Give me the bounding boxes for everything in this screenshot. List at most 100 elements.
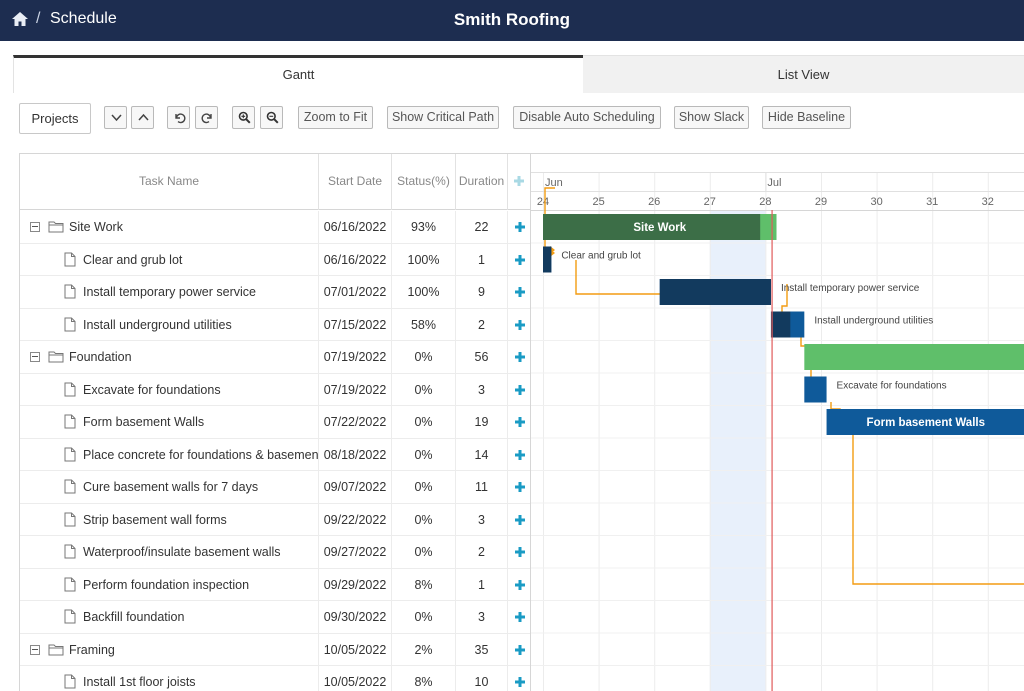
start-date-cell[interactable]: 07/19/2022 <box>319 341 392 373</box>
duration-cell[interactable]: 3 <box>456 601 508 633</box>
start-date-cell[interactable]: 06/16/2022 <box>319 211 392 243</box>
show-slack-button[interactable]: Show Slack <box>674 106 749 129</box>
start-date-cell[interactable]: 06/16/2022 <box>319 243 392 276</box>
start-date-cell[interactable]: 09/30/2022 <box>319 601 392 633</box>
task-name-cell[interactable]: Install underground utilities <box>20 308 319 341</box>
start-date-cell[interactable]: 07/15/2022 <box>319 308 392 341</box>
collapse-toggle[interactable] <box>30 644 40 655</box>
task-name-cell[interactable]: Clear and grub lot <box>20 243 319 276</box>
task-row[interactable]: Waterproof/insulate basement walls 09/27/… <box>20 536 531 569</box>
task-row[interactable]: Excavate for foundations 07/19/2022 0% 3 <box>20 373 531 406</box>
task-name-cell[interactable]: Place concrete for foundations & basemen… <box>20 438 319 471</box>
status-cell[interactable]: 58% <box>392 308 456 341</box>
start-date-cell[interactable]: 09/29/2022 <box>319 568 392 601</box>
duration-cell[interactable]: 22 <box>456 211 508 243</box>
task-name-cell[interactable]: Waterproof/insulate basement walls <box>20 536 319 568</box>
home-icon[interactable] <box>11 11 29 27</box>
task-row[interactable]: Perform foundation inspection 09/29/2022 8… <box>20 568 531 601</box>
disable-auto-scheduling-button[interactable]: Disable Auto Scheduling <box>513 106 661 129</box>
start-date-cell[interactable]: 10/05/2022 <box>319 666 392 691</box>
task-name-cell[interactable]: Backfill foundation <box>20 601 319 633</box>
task-name-cell[interactable]: Excavate for foundations <box>20 373 319 406</box>
column-header-start-date[interactable]: Start Date <box>319 154 392 210</box>
collapse-toggle[interactable] <box>30 222 40 232</box>
add-subtask-button[interactable] <box>508 374 531 406</box>
tab-list-view[interactable]: List View <box>583 55 1024 93</box>
task-row[interactable]: Form basement Walls 07/22/2022 0% 19 <box>20 406 531 439</box>
add-subtask-button[interactable] <box>508 666 531 691</box>
status-cell[interactable]: 0% <box>392 438 456 471</box>
redo-button[interactable] <box>195 106 218 129</box>
duration-cell[interactable]: 56 <box>456 341 508 373</box>
column-header-duration[interactable]: Duration <box>456 154 508 210</box>
zoom-out-button[interactable] <box>260 106 283 129</box>
undo-button[interactable] <box>167 106 190 129</box>
column-header-status[interactable]: Status(%) <box>392 154 456 210</box>
add-subtask-button[interactable] <box>508 634 531 666</box>
task-name-cell[interactable]: Perform foundation inspection <box>20 568 319 601</box>
task-row[interactable]: Install 1st floor joists 10/05/2022 8% 10 <box>20 666 531 691</box>
start-date-cell[interactable]: 09/07/2022 <box>319 471 392 503</box>
duration-cell[interactable]: 3 <box>456 373 508 406</box>
start-date-cell[interactable]: 08/18/2022 <box>319 438 392 471</box>
duration-cell[interactable]: 1 <box>456 243 508 276</box>
projects-button[interactable]: Projects <box>19 103 91 134</box>
status-cell[interactable]: 2% <box>392 633 456 666</box>
breadcrumb-schedule[interactable]: Schedule <box>50 10 117 27</box>
status-cell[interactable]: 0% <box>392 601 456 633</box>
duration-cell[interactable]: 1 <box>456 568 508 601</box>
duration-cell[interactable]: 3 <box>456 503 508 536</box>
add-subtask-button[interactable] <box>508 504 531 536</box>
add-subtask-button[interactable] <box>508 211 531 243</box>
task-name-cell[interactable]: Site Work <box>20 211 319 243</box>
add-subtask-button[interactable] <box>508 244 531 276</box>
task-row[interactable]: Backfill foundation 09/30/2022 0% 3 <box>20 601 531 634</box>
task-row[interactable]: Install underground utilities 07/15/2022 5… <box>20 308 531 341</box>
status-cell[interactable]: 0% <box>392 341 456 373</box>
status-cell[interactable]: 0% <box>392 503 456 536</box>
task-row[interactable]: Cure basement walls for 7 days 09/07/2022… <box>20 471 531 504</box>
start-date-cell[interactable]: 09/27/2022 <box>319 536 392 568</box>
summary-task-row[interactable]: Framing 10/05/2022 2% 35 <box>20 633 531 666</box>
task-name-cell[interactable]: Foundation <box>20 341 319 373</box>
task-name-cell[interactable]: Strip basement wall forms <box>20 503 319 536</box>
status-cell[interactable]: 8% <box>392 666 456 691</box>
status-cell[interactable]: 0% <box>392 406 456 438</box>
add-subtask-button[interactable] <box>508 406 531 438</box>
duration-cell[interactable]: 2 <box>456 308 508 341</box>
add-subtask-button[interactable] <box>508 569 531 601</box>
collapse-all-button[interactable] <box>104 106 127 129</box>
start-date-cell[interactable]: 10/05/2022 <box>319 633 392 666</box>
duration-cell[interactable]: 9 <box>456 276 508 308</box>
task-row[interactable]: Clear and grub lot 06/16/2022 100% 1 <box>20 243 531 276</box>
add-subtask-button[interactable] <box>508 341 531 373</box>
summary-task-row[interactable]: Foundation 07/19/2022 0% 56 <box>20 341 531 374</box>
column-header-task-name[interactable]: Task Name <box>20 154 319 210</box>
task-name-cell[interactable]: Install temporary power service <box>20 276 319 308</box>
status-cell[interactable]: 100% <box>392 243 456 276</box>
add-subtask-button[interactable] <box>508 471 531 503</box>
duration-cell[interactable]: 2 <box>456 536 508 568</box>
start-date-cell[interactable]: 07/22/2022 <box>319 406 392 438</box>
status-cell[interactable]: 0% <box>392 373 456 406</box>
task-row[interactable]: Install temporary power service 07/01/202… <box>20 276 531 309</box>
task-row[interactable]: Place concrete for foundations & basemen… <box>20 438 531 471</box>
add-subtask-button[interactable] <box>508 276 531 308</box>
add-task-header-button[interactable] <box>508 154 531 210</box>
task-name-cell[interactable]: Framing <box>20 633 319 666</box>
add-subtask-button[interactable] <box>508 439 531 471</box>
summary-task-row[interactable]: Site Work 06/16/2022 93% 22 <box>20 211 531 244</box>
task-name-cell[interactable]: Form basement Walls <box>20 406 319 438</box>
status-cell[interactable]: 0% <box>392 471 456 503</box>
start-date-cell[interactable]: 07/19/2022 <box>319 373 392 406</box>
hide-baseline-button[interactable]: Hide Baseline <box>762 106 851 129</box>
task-name-cell[interactable]: Cure basement walls for 7 days <box>20 471 319 503</box>
duration-cell[interactable]: 14 <box>456 438 508 471</box>
show-critical-path-button[interactable]: Show Critical Path <box>387 106 499 129</box>
expand-all-button[interactable] <box>131 106 154 129</box>
add-subtask-button[interactable] <box>508 536 531 568</box>
duration-cell[interactable]: 35 <box>456 633 508 666</box>
tab-gantt[interactable]: Gantt <box>13 55 583 93</box>
status-cell[interactable]: 100% <box>392 276 456 308</box>
duration-cell[interactable]: 19 <box>456 406 508 438</box>
